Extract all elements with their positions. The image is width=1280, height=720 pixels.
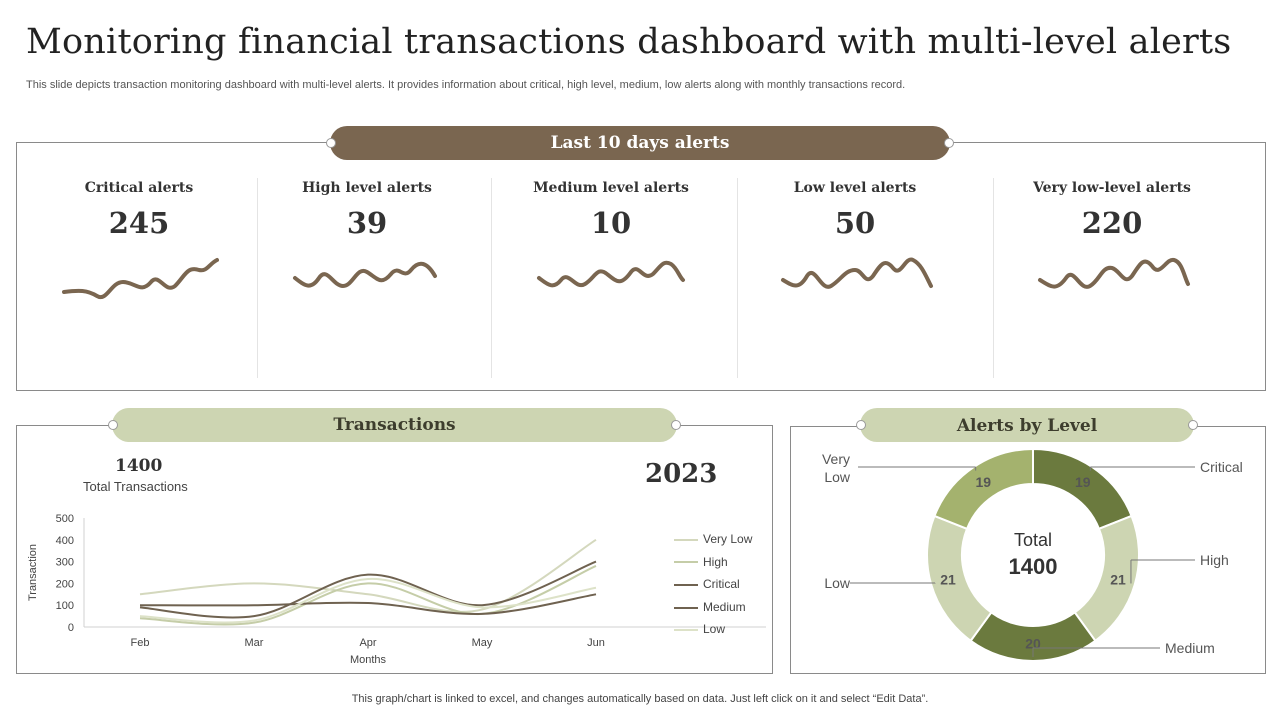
legend-label: Very Low — [703, 532, 753, 546]
year-label: 2023 — [645, 459, 718, 489]
kpi-very-low: Very low-level alerts 220 — [992, 180, 1232, 306]
total-transactions-label: Total Transactions — [83, 479, 188, 494]
kpi-label: Low level alerts — [793, 180, 917, 196]
series-line-low — [139, 578, 597, 624]
series-line-critical — [139, 560, 597, 619]
series-line-medium — [139, 593, 597, 616]
legend-item: Low — [674, 622, 725, 636]
y-tick-label: 300 — [56, 557, 74, 569]
legend-swatch — [674, 584, 698, 587]
legend-label: Critical — [703, 577, 740, 592]
donut-category-label: Medium — [1165, 640, 1215, 656]
donut-category-label: Low — [824, 575, 851, 591]
y-tick-label: 0 — [68, 622, 74, 634]
donut-slice-high — [1073, 514, 1140, 643]
donut-value-label: 19 — [1075, 474, 1091, 490]
y-tick-label: 200 — [56, 578, 74, 590]
kpi-label: Very low-level alerts — [1033, 180, 1191, 196]
alerts-panel-title: Last 10 days alerts — [550, 133, 730, 153]
page-title: Monitoring financial transactions dashbo… — [26, 22, 1232, 62]
x-tick-label: Mar — [245, 637, 264, 649]
kpi-critical: Critical alerts 245 — [19, 180, 259, 306]
donut-value-label: 21 — [1110, 572, 1126, 588]
donut-slice-very-low — [933, 447, 1034, 531]
kpi-label: Medium level alerts — [533, 180, 689, 196]
legend-item: High — [674, 555, 728, 569]
transactions-panel-title: Transactions — [333, 415, 456, 435]
alerts-panel-header: Last 10 days alerts — [326, 126, 954, 160]
kpi-label: Critical alerts — [84, 180, 194, 196]
legend-swatch — [674, 561, 698, 564]
sparkline — [537, 260, 685, 288]
donut-category-label: High — [1200, 552, 1229, 568]
donut-category-label: Critical — [1200, 459, 1243, 475]
legend-swatch — [674, 629, 698, 632]
y-axis-title: Transaction — [27, 544, 39, 601]
x-tick-label: May — [472, 637, 493, 649]
sparkline — [62, 258, 219, 300]
donut-value-label: 21 — [940, 572, 956, 588]
donut-slice-low — [926, 514, 993, 643]
donut-category-label: Very Low — [822, 451, 851, 485]
kpi-value: 39 — [346, 206, 388, 240]
x-axis-title: Months — [350, 654, 387, 666]
x-tick-label: Jun — [587, 637, 605, 649]
alerts-level-panel-header: Alerts by Level — [856, 408, 1198, 442]
transactions-line-chart: 0 100 200 300 400 500 Feb Mar Apr May Jun Months Tra… — [27, 513, 766, 666]
series-line-high — [139, 565, 597, 626]
kpi-value: 245 — [108, 206, 170, 240]
legend-item: Very Low — [674, 532, 752, 546]
legend-swatch — [674, 606, 698, 609]
kpi-low: Low level alerts 50 — [735, 180, 975, 306]
y-tick-label: 500 — [56, 513, 74, 525]
page-subtitle: This slide depicts transaction monitorin… — [26, 79, 906, 91]
sparkline — [781, 257, 933, 289]
sparkline — [293, 261, 437, 289]
transactions-panel-header: Transactions — [108, 408, 681, 442]
legend-swatch — [674, 538, 698, 541]
series-line-very-low — [139, 538, 597, 613]
footer-note: This graph/chart is linked to excel, and… — [351, 693, 929, 705]
y-tick-label: 100 — [56, 600, 74, 612]
donut-value-label: 19 — [975, 474, 991, 490]
donut-center-label: Total — [1013, 530, 1053, 550]
y-tick-label: 400 — [56, 535, 74, 547]
legend-label: Low — [703, 622, 726, 637]
sparkline — [1038, 257, 1190, 289]
x-tick-label: Apr — [359, 637, 376, 649]
kpi-high: High level alerts 39 — [247, 180, 487, 306]
kpi-value: 50 — [834, 206, 876, 240]
kpi-medium: Medium level alerts 10 — [491, 180, 731, 306]
alerts-level-panel-title: Alerts by Level — [956, 416, 1098, 436]
legend-item: Medium — [674, 600, 746, 614]
legend-item: Critical — [674, 577, 740, 591]
kpi-label: High level alerts — [302, 180, 432, 196]
legend-label: Medium — [703, 599, 746, 614]
donut-center-value: 1400 — [1008, 554, 1058, 579]
kpi-value: 10 — [590, 206, 632, 240]
legend-label: High — [703, 554, 728, 569]
x-tick-label: Feb — [131, 637, 150, 649]
kpi-value: 220 — [1081, 206, 1143, 240]
total-transactions-value: 1400 — [115, 456, 163, 476]
